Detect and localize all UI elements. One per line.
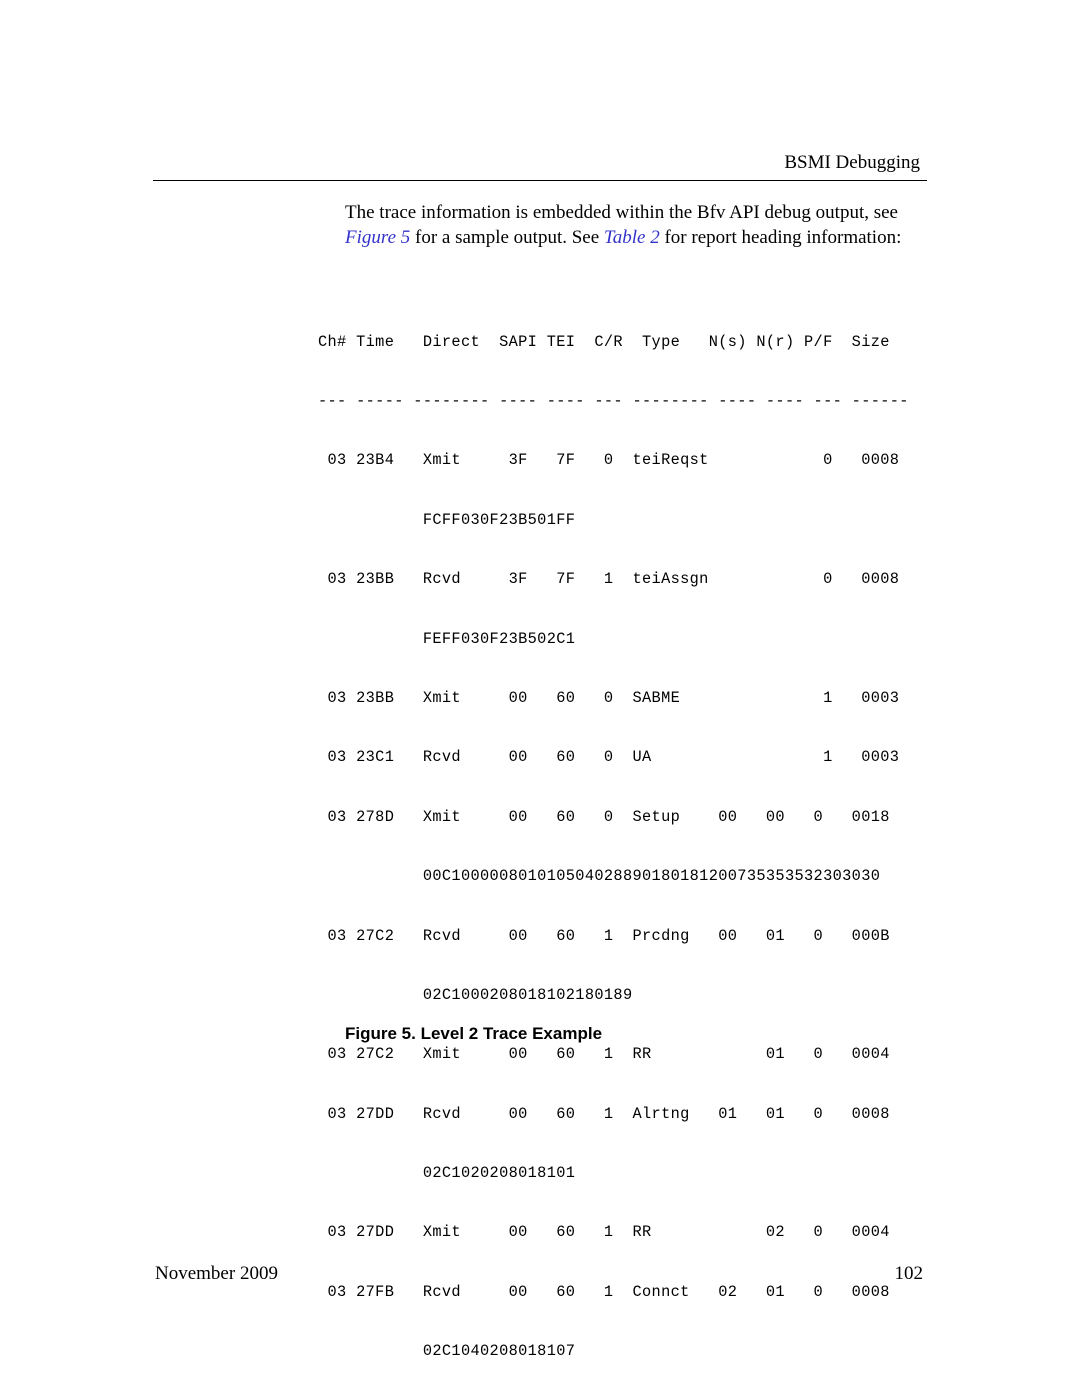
trace-divider-row: --- ----- -------- ---- ---- --- -------… [318, 392, 909, 412]
trace-row: 03 278D Xmit 00 60 0 Setup 00 00 0 0018 [318, 808, 909, 828]
para-text-2: for a sample output. See [410, 227, 604, 248]
table-2-link[interactable]: Table 2 [604, 227, 660, 248]
trace-row: 03 23B4 Xmit 3F 7F 0 teiReqst 0 0008 [318, 451, 909, 471]
body-paragraph: The trace information is embedded within… [345, 200, 920, 250]
trace-row: 00C1000008010105040288901801812007353535… [318, 867, 909, 887]
footer-date: November 2009 [155, 1263, 278, 1285]
trace-row: 03 27C2 Xmit 00 60 1 RR 01 0 0004 [318, 1045, 909, 1065]
figure-caption: Figure 5. Level 2 Trace Example [345, 1024, 602, 1044]
trace-row: 03 27C2 Rcvd 00 60 1 Prcdng 00 01 0 000B [318, 927, 909, 947]
page-header-section: BSMI Debugging [784, 152, 920, 174]
trace-row: 03 27DD Xmit 00 60 1 RR 02 0 0004 [318, 1223, 909, 1243]
trace-row: 02C1000208018102180189 [318, 986, 909, 1006]
trace-row: FCFF030F23B501FF [318, 511, 909, 531]
trace-row: FEFF030F23B502C1 [318, 630, 909, 650]
trace-header-row: Ch# Time Direct SAPI TEI C/R Type N(s) N… [318, 333, 909, 353]
figure-5-link[interactable]: Figure 5 [345, 227, 410, 248]
para-text-1: The trace information is embedded within… [345, 202, 898, 223]
trace-row: 03 23BB Rcvd 3F 7F 1 teiAssgn 0 0008 [318, 570, 909, 590]
trace-row: 03 27DD Rcvd 00 60 1 Alrtng 01 01 0 0008 [318, 1105, 909, 1125]
trace-row: 03 23BB Xmit 00 60 0 SABME 1 0003 [318, 689, 909, 709]
header-divider [153, 180, 927, 181]
trace-row: 02C1020208018101 [318, 1164, 909, 1184]
para-text-3: for report heading information: [660, 227, 902, 248]
footer-page-number: 102 [895, 1263, 924, 1285]
trace-row: 03 23C1 Rcvd 00 60 0 UA 1 0003 [318, 748, 909, 768]
trace-code-block: Ch# Time Direct SAPI TEI C/R Type N(s) N… [318, 293, 909, 1397]
trace-row: 02C1040208018107 [318, 1342, 909, 1362]
trace-row: 03 27FB Rcvd 00 60 1 Connct 02 01 0 0008 [318, 1283, 909, 1303]
